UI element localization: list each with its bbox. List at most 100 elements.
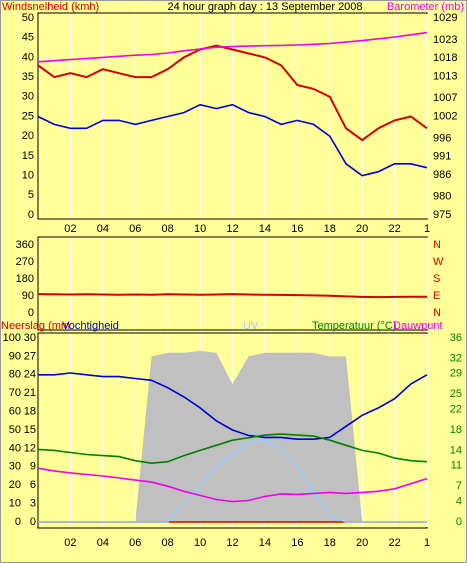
- x-tick-label: 08: [162, 223, 174, 235]
- y-tick-label: 991: [433, 151, 451, 163]
- y-tick-label: 9: [30, 461, 36, 473]
- y-tick-label: N: [433, 239, 441, 251]
- y-tick-label: 12: [24, 442, 36, 454]
- y-tick-label: 1002: [433, 110, 457, 122]
- x-tick-label: 14: [259, 537, 271, 549]
- x-tick-label: 20: [356, 223, 368, 235]
- x-tick-label: 04: [97, 223, 109, 235]
- y-tick-label: 35: [22, 71, 34, 83]
- y-tick-label: 1029: [433, 12, 457, 24]
- y-tick-label: N: [433, 307, 441, 319]
- y-tick-label: 1023: [433, 34, 457, 46]
- y-tick-label: 22: [450, 403, 462, 415]
- y-tick-label: E: [433, 290, 440, 302]
- y-tick-label: 21: [24, 387, 36, 399]
- legend-entry: Vochtigheid: [62, 320, 119, 332]
- y-tick-label: 40: [22, 51, 34, 63]
- line: [38, 439, 427, 523]
- line: [37, 103, 428, 177]
- y-tick-label: S: [433, 273, 440, 285]
- y-tick-label: 70: [9, 387, 21, 399]
- y-tick-label: 15: [24, 424, 36, 436]
- y-tick-label: 60: [9, 406, 21, 418]
- y-tick-label: 80: [9, 369, 21, 381]
- y-tick-label: 270: [16, 256, 34, 268]
- x-tick-label: 1: [424, 537, 430, 549]
- x-tick-label: 12: [226, 223, 238, 235]
- y-tick-label: 14: [450, 444, 462, 456]
- y-tick-label: 10: [9, 498, 21, 510]
- y-tick-label: 4: [456, 495, 462, 507]
- y-tick-label: 180: [16, 273, 34, 285]
- y-tick-label: 0: [30, 516, 36, 528]
- y-tick-label: 25: [450, 388, 462, 400]
- legend-entry: Neerslag (mm: [1, 320, 70, 332]
- x-tick-label: 22: [388, 537, 400, 549]
- y-tick-label: W: [433, 256, 444, 268]
- y-tick-label: 1007: [433, 92, 457, 104]
- x-tick-label: 12: [226, 537, 238, 549]
- y-tick-label: 90: [22, 290, 34, 302]
- y-tick-label: 100: [3, 332, 21, 344]
- x-tick-label: 04: [97, 537, 109, 549]
- x-tick-label: 14: [259, 223, 271, 235]
- line: [37, 31, 428, 63]
- y-tick-label: 986: [433, 169, 451, 181]
- y-tick-label: 996: [433, 132, 451, 144]
- y-tick-label: 0: [15, 516, 21, 528]
- y-tick-label: 10: [22, 170, 34, 182]
- x-tick-label: 1: [424, 223, 430, 235]
- y-tick-label: 36: [450, 332, 462, 344]
- y-tick-label: 30: [22, 91, 34, 103]
- x-tick-label: 18: [324, 537, 336, 549]
- y-tick-label: 27: [24, 350, 36, 362]
- y-tick-label: 18: [450, 424, 462, 436]
- line: [37, 293, 427, 299]
- y-tick-label: 29: [450, 368, 462, 380]
- y-tick-label: 20: [9, 479, 21, 491]
- x-tick-label: 16: [291, 223, 303, 235]
- y-tick-label: 11: [451, 460, 462, 472]
- y-tick-label: 5: [28, 189, 34, 201]
- y-tick-label: 0: [28, 307, 34, 319]
- x-tick-label: 16: [291, 537, 303, 549]
- y-tick-label: 15: [22, 150, 34, 162]
- x-tick-label: 06: [129, 537, 141, 549]
- y-axis-label: Windsnelheid (kmh): [2, 1, 99, 13]
- line: [38, 372, 428, 440]
- y-tick-label: 24: [24, 369, 36, 381]
- x-tick-label: 22: [388, 223, 400, 235]
- chart-title: 24 hour graph day : 13 September 2008: [167, 1, 362, 13]
- y-tick-label: 18: [24, 406, 36, 418]
- y-tick-label: 30: [9, 461, 21, 473]
- x-tick-label: 10: [194, 537, 206, 549]
- y-tick-label: 45: [22, 32, 34, 44]
- x-tick-label: 02: [64, 537, 76, 549]
- y-tick-label: 0: [456, 516, 462, 528]
- y-tick-label: 980: [433, 191, 451, 203]
- y-tick-label: 975: [433, 209, 451, 221]
- y-tick-label: 32: [450, 352, 462, 364]
- y-tick-label: 1018: [433, 52, 457, 64]
- y-tick-label: 6: [30, 479, 36, 491]
- y-tick-label: 50: [22, 12, 34, 24]
- y-tick-label: 50: [9, 424, 21, 436]
- y-tick-label: 7: [456, 480, 462, 492]
- line: [37, 467, 428, 503]
- y-tick-label: 360: [16, 239, 34, 251]
- legend-entry: Dauwpunt: [393, 320, 443, 332]
- y-tick-label: 3: [30, 498, 36, 510]
- y-tick-label: 25: [22, 110, 34, 122]
- y-tick-label: 90: [9, 350, 21, 362]
- x-tick-label: 02: [64, 223, 76, 235]
- line: [37, 433, 428, 465]
- y-tick-label: 1013: [433, 70, 457, 82]
- x-tick-label: 10: [194, 223, 206, 235]
- y-tick-label: 30: [24, 332, 36, 344]
- line: [37, 44, 428, 142]
- y-tick-label: 20: [22, 130, 34, 142]
- area: [38, 350, 427, 522]
- x-tick-label: 08: [162, 537, 174, 549]
- x-tick-label: 20: [356, 537, 368, 549]
